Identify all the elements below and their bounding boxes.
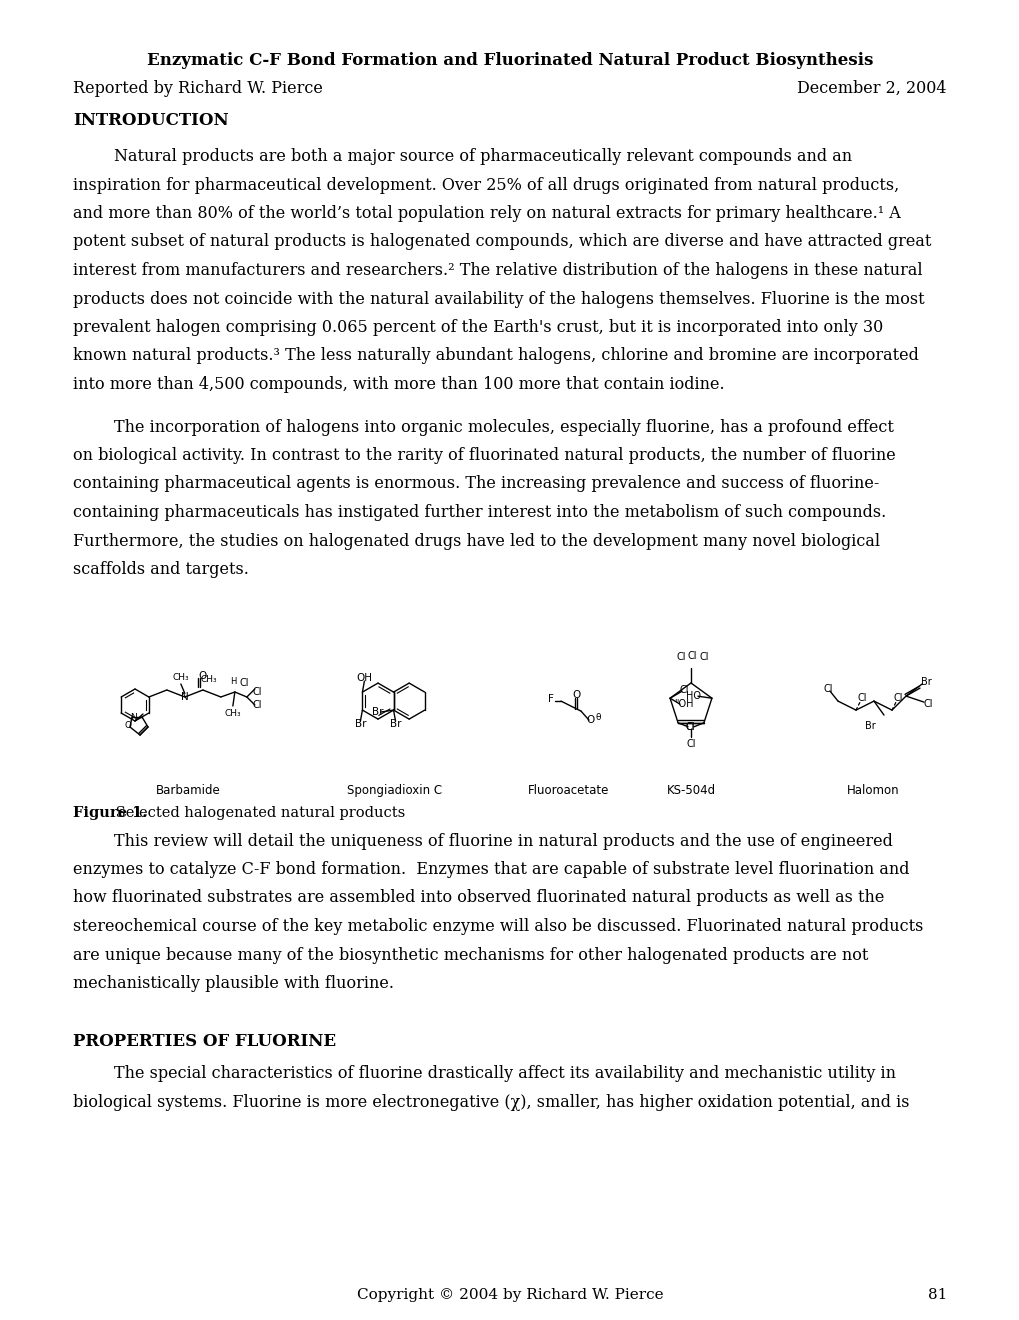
Text: Cl: Cl	[238, 678, 249, 688]
Text: Cl: Cl	[699, 652, 708, 663]
Text: The special characteristics of fluorine drastically affect its availability and : The special characteristics of fluorine …	[73, 1065, 895, 1082]
Text: mechanistically plausible with fluorine.: mechanistically plausible with fluorine.	[73, 975, 393, 993]
Text: inspiration for pharmaceutical development. Over 25% of all drugs originated fro: inspiration for pharmaceutical developme…	[73, 177, 899, 194]
Text: Cl: Cl	[676, 652, 685, 663]
Text: PROPERTIES OF FLUORINE: PROPERTIES OF FLUORINE	[73, 1034, 336, 1051]
Text: Cl: Cl	[685, 722, 694, 731]
Text: and more than 80% of the world’s total population rely on natural extracts for p: and more than 80% of the world’s total p…	[73, 205, 900, 222]
Text: HO: HO	[686, 692, 701, 701]
Text: containing pharmaceutical agents is enormous. The increasing prevalence and succ: containing pharmaceutical agents is enor…	[73, 475, 878, 492]
Text: Enzymatic C-F Bond Formation and Fluorinated Natural Product Biosynthesis: Enzymatic C-F Bond Formation and Fluorin…	[147, 51, 872, 69]
Text: N: N	[180, 692, 189, 702]
Text: CH₃: CH₃	[224, 709, 240, 718]
Text: Halomon: Halomon	[846, 784, 899, 797]
Text: This review will detail the uniqueness of fluorine in natural products and the u: This review will detail the uniqueness o…	[73, 833, 892, 850]
Text: Br: Br	[920, 677, 930, 688]
Text: 81: 81	[926, 1288, 946, 1302]
Text: N: N	[130, 714, 138, 722]
Text: Selected halogenated natural products: Selected halogenated natural products	[111, 807, 405, 821]
Text: how fluorinated substrates are assembled into observed fluorinated natural produ: how fluorinated substrates are assembled…	[73, 890, 883, 907]
Text: Cl: Cl	[252, 700, 261, 710]
Text: products does not coincide with the natural availability of the halogens themsel: products does not coincide with the natu…	[73, 290, 923, 308]
Text: interest from manufacturers and researchers.² The relative distribution of the h: interest from manufacturers and research…	[73, 261, 922, 279]
Text: potent subset of natural products is halogenated compounds, which are diverse an: potent subset of natural products is hal…	[73, 234, 930, 251]
Text: F: F	[547, 694, 553, 704]
Text: enzymes to catalyze C-F bond formation.  Enzymes that are capable of substrate l: enzymes to catalyze C-F bond formation. …	[73, 861, 909, 878]
Text: "OH: "OH	[674, 700, 693, 709]
Text: containing pharmaceuticals has instigated further interest into the metabolism o: containing pharmaceuticals has instigate…	[73, 504, 886, 521]
Text: O: O	[586, 715, 594, 725]
Text: H: H	[229, 676, 235, 685]
Text: Barbamide: Barbamide	[156, 784, 220, 797]
Text: Cl: Cl	[252, 686, 261, 697]
Text: Natural products are both a major source of pharmaceutically relevant compounds : Natural products are both a major source…	[73, 148, 851, 165]
Text: O: O	[199, 671, 207, 681]
Text: O: O	[573, 690, 581, 700]
Text: Br: Br	[864, 721, 874, 731]
Text: KS-504d: KS-504d	[665, 784, 715, 797]
Text: Copyright © 2004 by Richard W. Pierce: Copyright © 2004 by Richard W. Pierce	[357, 1288, 662, 1302]
Text: on biological activity. In contrast to the rarity of fluorinated natural product: on biological activity. In contrast to t…	[73, 447, 895, 465]
Text: Br: Br	[355, 719, 366, 729]
Text: Fluoroacetate: Fluoroacetate	[528, 784, 609, 797]
Text: Br: Br	[372, 708, 383, 717]
Text: OH: OH	[356, 673, 372, 684]
Text: into more than 4,500 compounds, with more than 100 more that contain iodine.: into more than 4,500 compounds, with mor…	[73, 376, 723, 393]
Text: Cl: Cl	[856, 693, 866, 704]
Text: The incorporation of halogens into organic molecules, especially fluorine, has a: The incorporation of halogens into organ…	[73, 418, 893, 436]
Text: Cl: Cl	[822, 684, 832, 694]
Text: CH₃: CH₃	[201, 676, 217, 685]
Text: θ: θ	[595, 713, 600, 722]
Text: Spongiadioxin C: Spongiadioxin C	[346, 784, 441, 797]
Text: Cl: Cl	[685, 722, 694, 731]
Text: INTRODUCTION: INTRODUCTION	[73, 112, 228, 129]
Text: Furthermore, the studies on halogenated drugs have led to the development many n: Furthermore, the studies on halogenated …	[73, 532, 879, 549]
Text: Cl: Cl	[893, 693, 902, 704]
Text: Reported by Richard W. Pierce: Reported by Richard W. Pierce	[73, 81, 323, 96]
Text: Cl: Cl	[679, 685, 688, 696]
Text: Cl: Cl	[686, 739, 695, 748]
Text: December 2, 2004: December 2, 2004	[797, 81, 946, 96]
Text: CH₃: CH₃	[172, 672, 189, 681]
Text: known natural products.³ The less naturally abundant halogens, chlorine and brom: known natural products.³ The less natura…	[73, 347, 918, 364]
Text: scaffolds and targets.: scaffolds and targets.	[73, 561, 249, 578]
Text: O: O	[124, 721, 131, 730]
Text: stereochemical course of the key metabolic enzyme will also be discussed. Fluori: stereochemical course of the key metabol…	[73, 917, 922, 935]
Text: are unique because many of the biosynthetic mechanisms for other halogenated pro: are unique because many of the biosynthe…	[73, 946, 867, 964]
Text: Cl: Cl	[687, 651, 696, 661]
Text: Br: Br	[389, 719, 400, 729]
Text: prevalent halogen comprising 0.065 percent of the Earth's crust, but it is incor: prevalent halogen comprising 0.065 perce…	[73, 319, 882, 337]
Text: biological systems. Fluorine is more electronegative (χ), smaller, has higher ox: biological systems. Fluorine is more ele…	[73, 1094, 909, 1111]
Text: Cl: Cl	[922, 700, 931, 709]
Text: Figure 1.: Figure 1.	[73, 807, 147, 821]
